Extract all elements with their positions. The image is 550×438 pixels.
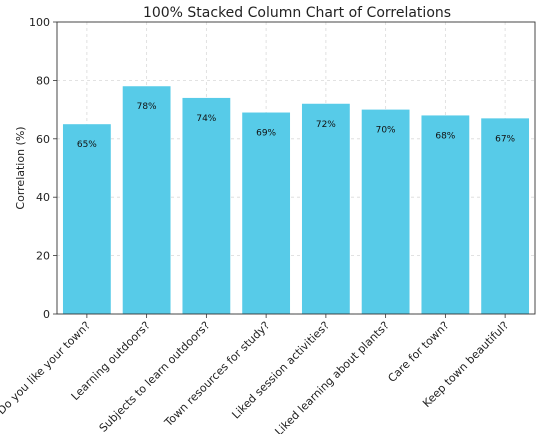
bar: [182, 97, 231, 314]
y-tick-label: 60: [36, 133, 50, 146]
plot-frame: [56, 21, 536, 315]
data-label: 68%: [435, 131, 455, 141]
bar: [122, 86, 171, 315]
y-tick-label: 80: [36, 74, 50, 87]
bar: [62, 124, 111, 314]
bar: [421, 115, 470, 314]
x-tick-label: Subjects to learn outdoors?: [97, 319, 213, 434]
x-tick-label: Care for town?: [385, 319, 451, 385]
y-tick-labels: 0 20 40 60 80 100: [29, 16, 50, 321]
data-label: 69%: [256, 129, 276, 139]
x-tick-label: Town resources for study?: [161, 319, 272, 430]
data-label: 67%: [495, 134, 515, 144]
y-axis-label: Correlation (%): [14, 126, 27, 209]
data-label: 65%: [77, 140, 97, 150]
data-label: 72%: [316, 120, 336, 130]
bar: [301, 103, 350, 314]
bar: [242, 112, 291, 315]
data-label: 74%: [196, 114, 216, 124]
data-label: 70%: [376, 126, 396, 136]
axes: [53, 21, 536, 318]
bar: [361, 109, 410, 314]
bar: [481, 118, 530, 314]
bars: [62, 86, 530, 315]
y-tick-label: 0: [43, 308, 50, 321]
x-tick-label: Do you like your town?: [0, 319, 93, 417]
y-tick-label: 100: [29, 16, 50, 29]
y-tick-label: 40: [36, 191, 50, 204]
y-tick-label: 20: [36, 250, 50, 263]
x-tick-labels: Do you like your town?Learning outdoors?…: [0, 319, 511, 438]
data-label: 78%: [137, 102, 157, 112]
x-tick-label: Liked learning about plants?: [272, 319, 391, 434]
data-labels: 65% 78% 74% 69% 72% 70% 68% 67%: [77, 102, 516, 150]
chart-title: 100% Stacked Column Chart of Correlation…: [143, 5, 451, 21]
x-tick-label: Liked session activities?: [229, 319, 332, 422]
